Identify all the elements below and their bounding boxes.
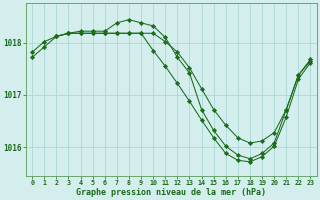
X-axis label: Graphe pression niveau de la mer (hPa): Graphe pression niveau de la mer (hPa) bbox=[76, 188, 266, 197]
